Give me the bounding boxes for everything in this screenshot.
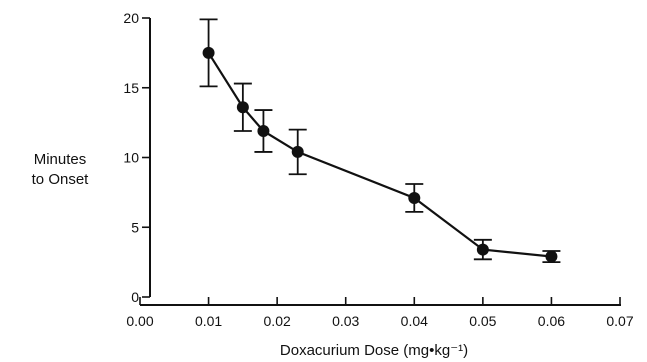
y-tick-label: 15 bbox=[123, 80, 139, 96]
x-tick-label: 0.00 bbox=[126, 313, 153, 329]
data-point bbox=[408, 191, 421, 204]
y-tick-label: 0 bbox=[131, 289, 139, 305]
data-point bbox=[202, 46, 215, 59]
x-tick-label: 0.02 bbox=[264, 313, 291, 329]
x-axis-title: Doxacurium Dose (mg•kg⁻¹) bbox=[280, 342, 468, 359]
data-point bbox=[476, 243, 489, 256]
plot-area bbox=[199, 18, 561, 264]
x-tick-label: 0.04 bbox=[401, 313, 428, 329]
data-point bbox=[257, 124, 270, 137]
y-tick-label: 5 bbox=[131, 219, 139, 235]
y-axis-title-line-2: to Onset bbox=[32, 171, 90, 188]
x-tick-label: 0.05 bbox=[469, 313, 496, 329]
data-point bbox=[291, 145, 304, 158]
x-tick-label: 0.01 bbox=[195, 313, 222, 329]
y-axis-title: Minutes to Onset bbox=[32, 151, 90, 188]
axes: 0 5 10 15 20 0.00 0.01 0.02 0.03 0.04 0.05 0.06 0.07 bbox=[123, 10, 633, 329]
x-tick-label: 0.07 bbox=[606, 313, 633, 329]
data-point bbox=[545, 250, 558, 263]
data-point bbox=[236, 101, 249, 114]
y-tick-label: 20 bbox=[123, 10, 139, 26]
y-tick-label: 10 bbox=[123, 150, 139, 166]
series-line bbox=[207, 52, 552, 258]
x-tick-label: 0.06 bbox=[538, 313, 565, 329]
y-axis-title-line-1: Minutes bbox=[34, 151, 87, 168]
x-tick-label: 0.03 bbox=[332, 313, 359, 329]
